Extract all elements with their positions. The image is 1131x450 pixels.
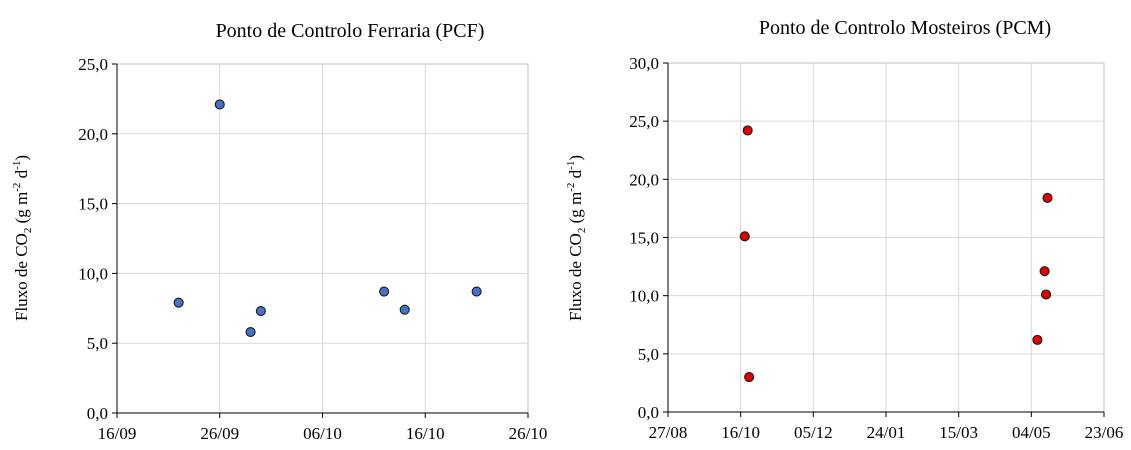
y-tick-label: 20,0 <box>629 170 659 189</box>
y-tick-label: 25,0 <box>78 55 108 74</box>
data-point <box>1042 192 1053 203</box>
data-point <box>379 286 390 297</box>
x-tick-label: 16/09 <box>98 424 137 443</box>
x-tick-label: 06/10 <box>303 424 342 443</box>
y-axis-label-text: (g m <box>12 192 31 228</box>
y-axis-label-superscript: -1 <box>11 161 23 170</box>
x-tick-label: 26/09 <box>200 424 239 443</box>
y-tick-label: 0,0 <box>87 404 108 423</box>
y-axis-label-subscript: 2 <box>22 228 34 234</box>
y-tick-label: 15,0 <box>78 195 108 214</box>
x-tick-label: 05/12 <box>794 423 833 442</box>
y-tick-label: 30,0 <box>629 54 659 73</box>
x-tick-label: 04/05 <box>1012 423 1051 442</box>
chart-2: 0,0 5,0 10,0 15,0 20,0 25,0 30,0 27/08 16/10 05/1… <box>565 17 1123 442</box>
y-tick-label: 25,0 <box>629 112 659 131</box>
y-axis-label-text: d <box>12 169 31 182</box>
y-axis-label-text: (g m <box>566 192 585 228</box>
x-tick-label: 27/08 <box>649 423 688 442</box>
data-point <box>399 304 410 315</box>
y-tick-label: 10,0 <box>629 287 659 306</box>
chart-title: Ponto de Controlo Mosteiros (PCM) <box>759 17 1051 39</box>
data-point <box>1041 289 1052 300</box>
data-point <box>214 99 225 110</box>
y-axis-label-text: d <box>566 169 585 182</box>
data-point <box>739 231 750 242</box>
chart-title: Ponto de Controlo Ferraria (PCF) <box>216 20 485 42</box>
data-point <box>742 125 753 136</box>
x-tick-label: 23/06 <box>1085 423 1124 442</box>
x-tick-label: 16/10 <box>406 424 445 443</box>
data-point <box>245 326 256 338</box>
y-tick-label: 10,0 <box>78 264 108 283</box>
y-tick-label: 5,0 <box>87 334 108 353</box>
x-tick-label: 26/10 <box>509 424 548 443</box>
y-tick-label: 20,0 <box>78 125 108 144</box>
y-axis-label-text: Fluxo de CO <box>566 233 585 321</box>
y-axis-label-subscript: 2 <box>576 228 588 234</box>
y-axis-label: Fluxo de CO2 (g m-2 d-1) <box>565 155 588 321</box>
data-point <box>471 286 482 297</box>
data-point <box>744 372 755 383</box>
data-point <box>1039 266 1050 277</box>
y-axis-label-superscript: -2 <box>565 183 577 192</box>
y-axis-label-text: ) <box>566 155 585 161</box>
chart-1: 0,0 5,0 10,0 15,0 20,0 25,0 16/09 26/09 06/10 16/… <box>11 20 547 443</box>
data-point <box>173 297 184 308</box>
x-tick-label: 15/03 <box>939 423 978 442</box>
data-point <box>255 306 266 317</box>
y-tick-label: 15,0 <box>629 229 659 248</box>
y-axis-label-text: ) <box>12 155 31 161</box>
y-tick-label: 0,0 <box>638 403 659 422</box>
y-axis-label-superscript: -2 <box>11 183 23 192</box>
y-tick-label: 5,0 <box>638 345 659 364</box>
y-axis-label-text: Fluxo de CO <box>12 233 31 321</box>
x-tick-label: 16/10 <box>721 423 760 442</box>
y-axis-label-superscript: -1 <box>565 161 577 170</box>
data-point <box>1032 334 1043 345</box>
y-axis-label: Fluxo de CO2 (g m-2 d-1) <box>11 155 34 321</box>
x-tick-label: 24/01 <box>867 423 906 442</box>
